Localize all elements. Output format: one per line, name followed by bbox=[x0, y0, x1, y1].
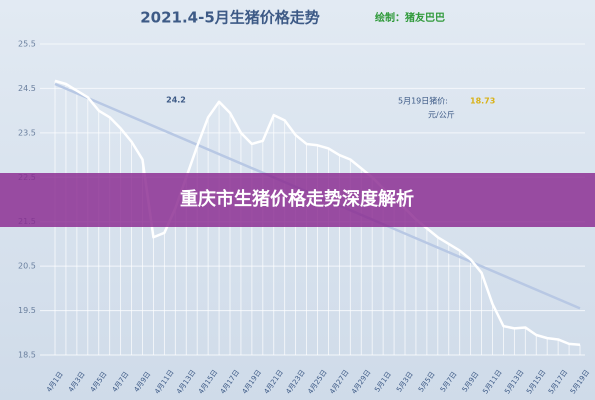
banner-bg bbox=[0, 173, 595, 227]
x-tick-label: 4月13日 bbox=[175, 368, 197, 395]
latest-unit: 元/公斤 bbox=[428, 110, 455, 120]
y-tick-label: 24.5 bbox=[18, 84, 36, 93]
x-tick-label: 5月17日 bbox=[547, 368, 569, 395]
x-tick-label: 4月3日 bbox=[67, 370, 87, 393]
x-tick-label: 4月23日 bbox=[284, 368, 306, 395]
x-tick-label: 5月1日 bbox=[373, 370, 393, 393]
y-tick-label: 25.5 bbox=[18, 40, 36, 49]
x-tick-label: 5月11日 bbox=[481, 368, 503, 395]
x-tick-label: 4月9日 bbox=[133, 370, 153, 393]
y-tick-label: 19.5 bbox=[18, 306, 36, 315]
x-tick-label: 4月1日 bbox=[45, 370, 65, 393]
banner: 重庆市生猪价格走势深度解析 bbox=[180, 188, 414, 210]
latest-value: 18.73 bbox=[470, 97, 495, 106]
x-tick-label: 5月3日 bbox=[395, 370, 415, 393]
credit: 绘制：猪友巴巴 bbox=[375, 11, 445, 24]
x-tick-label: 5月7日 bbox=[439, 370, 459, 393]
x-tick-label: 4月29日 bbox=[350, 368, 372, 395]
x-tick-label: 4月27日 bbox=[328, 368, 350, 395]
x-tick-label: 4月7日 bbox=[111, 370, 131, 393]
x-tick-label: 5月19日 bbox=[569, 368, 591, 395]
chart-title: 2021.4-5月生猪价格走势 bbox=[140, 9, 320, 27]
x-tick-label: 4月21日 bbox=[263, 368, 285, 395]
peak-label: 24.2 bbox=[166, 96, 186, 105]
x-tick-label: 4月11日 bbox=[153, 368, 175, 395]
y-tick-label: 23.5 bbox=[18, 128, 36, 137]
x-tick-label: 4月19日 bbox=[241, 368, 263, 395]
x-tick-label: 4月5日 bbox=[89, 370, 109, 393]
x-tick-label: 4月15日 bbox=[197, 368, 219, 395]
latest-label: 5月19日猪价: bbox=[398, 96, 448, 106]
x-tick-label: 4月17日 bbox=[219, 368, 241, 395]
x-tick-label: 5月15日 bbox=[525, 368, 547, 395]
x-tick-label: 5月13日 bbox=[503, 368, 525, 395]
y-tick-label: 18.5 bbox=[18, 351, 36, 360]
price-line bbox=[54, 79, 581, 347]
x-tick-label: 4月25日 bbox=[306, 368, 328, 395]
x-tick-label: 5月5日 bbox=[417, 370, 437, 393]
x-tick-label: 5月9日 bbox=[461, 370, 481, 393]
y-tick-label: 20.5 bbox=[18, 262, 36, 271]
